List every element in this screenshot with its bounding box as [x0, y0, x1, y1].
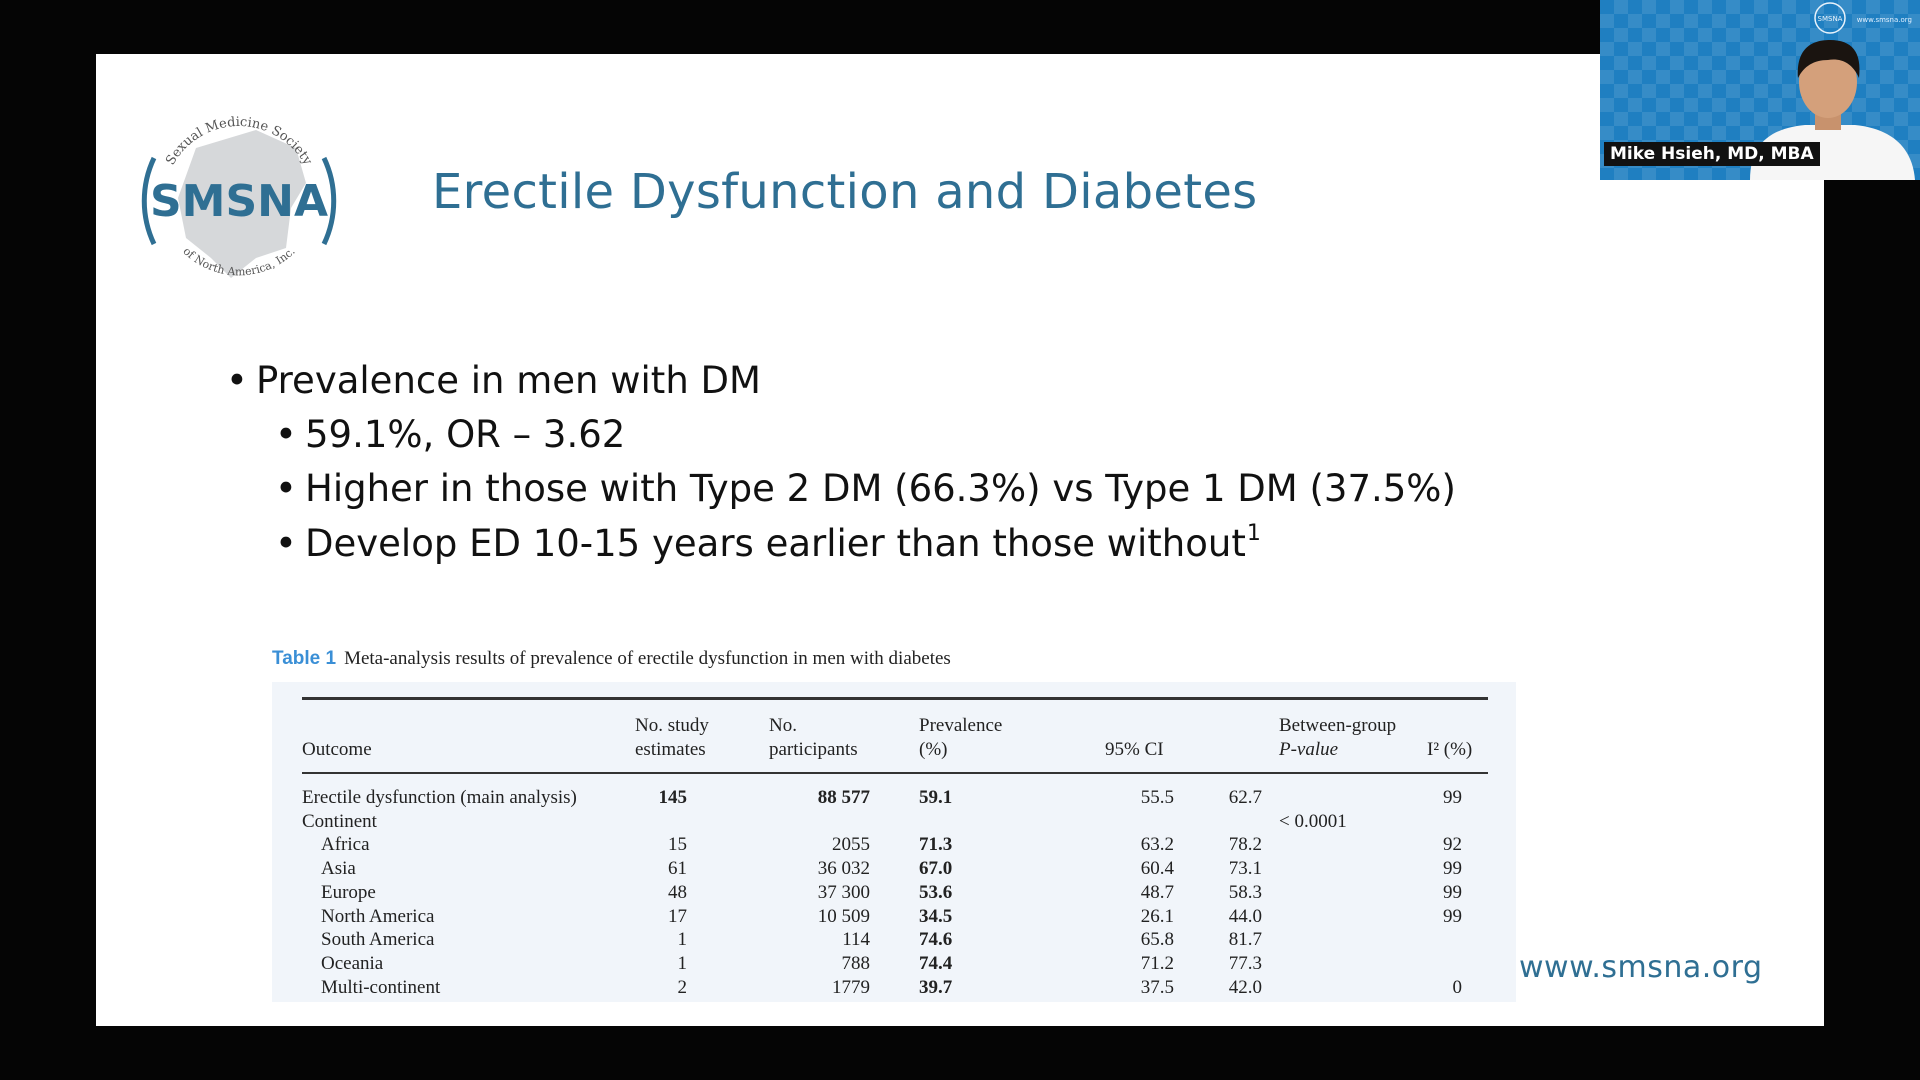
- table-cell-estimates: 61: [668, 858, 687, 880]
- header-outcome: Outcome: [302, 739, 372, 760]
- header-i2: I² (%): [1427, 739, 1473, 760]
- header-pvalue-2: P-value: [1279, 739, 1339, 760]
- bullet-text: 59.1%, OR – 3.62: [305, 413, 626, 456]
- header-prevalence-1: Prevalence: [919, 715, 1003, 736]
- table-cell-ci-high: 58.3: [1228, 881, 1262, 903]
- table-cell-outcome: Oceania: [321, 952, 384, 974]
- table-cell-ci-high: 42.0: [1228, 976, 1262, 998]
- table-cell-ci-low: 55.5: [1140, 787, 1174, 808]
- speaker-face: [1799, 46, 1857, 118]
- table-cell-estimates: 1: [677, 929, 688, 951]
- table-cell-ci-high: 44.0: [1228, 905, 1262, 927]
- video-background-url: www.smsna.org: [1856, 16, 1912, 24]
- table-cell-ci-low: 71.2: [1140, 952, 1174, 974]
- header-estimates-2: estimates: [635, 739, 706, 760]
- bullet-text: Higher in those with Type 2 DM (66.3%) v…: [305, 467, 1456, 510]
- table-cell-ci-high: 62.7: [1228, 787, 1262, 808]
- table-cell-ci-low: 48.7: [1140, 881, 1174, 903]
- sub-bullet-item: • Higher in those with Type 2 DM (66.3%) …: [275, 467, 1456, 510]
- bullet-list: • Prevalence in men with DM • 59.1%, OR – …: [226, 359, 1456, 575]
- reference-superscript: 1: [1246, 521, 1261, 546]
- header-ci: 95% CI: [1105, 739, 1164, 760]
- table-cell-participants: 88 577: [817, 787, 870, 808]
- speaker-video-tile[interactable]: SMSNA www.smsna.org Mike Hsieh, MD, MBA: [1600, 0, 1920, 180]
- header-participants-2: participants: [769, 739, 858, 760]
- speaker-name-label: Mike Hsieh, MD, MBA: [1604, 142, 1820, 166]
- sub-bullet-item: • 59.1%, OR – 3.62: [275, 413, 626, 456]
- bullet-text: Develop ED 10-15 years earlier than thos…: [305, 522, 1246, 565]
- table-cell-ci-low: 26.1: [1140, 905, 1174, 927]
- table-cell-estimates: 48: [668, 881, 687, 903]
- table-cell-estimates: 2: [677, 976, 688, 998]
- header-participants-1: No.: [769, 715, 797, 736]
- table-cell-prevalence: 59.1: [919, 787, 953, 808]
- table-cell-prevalence: 39.7: [919, 976, 953, 998]
- slide-title: Erectile Dysfunction and Diabetes: [432, 164, 1258, 220]
- table-cell-prevalence: 67.0: [919, 858, 953, 880]
- table-cell-outcome: Africa: [321, 834, 370, 856]
- table-cell-estimates: 1: [677, 952, 688, 974]
- table-cell-estimates: 15: [668, 834, 687, 856]
- table-cell-participants: 2055: [832, 834, 870, 856]
- table-cell-i2: 99: [1443, 787, 1462, 808]
- table-cell-ci-high: 73.1: [1228, 858, 1262, 880]
- table-cell-outcome: South America: [321, 929, 435, 951]
- table-cell-outcome: Multi-continent: [321, 976, 441, 998]
- table-cell-participants: 1779: [832, 976, 870, 998]
- table-cell-i2: 92: [1443, 834, 1462, 856]
- table-cell-prevalence: 53.6: [919, 881, 953, 903]
- table-caption-text: Meta-analysis results of prevalence of e…: [344, 648, 951, 669]
- table-cell-estimates: 145: [658, 787, 688, 808]
- table-cell-ci-high: 78.2: [1228, 834, 1262, 856]
- table-cell-prevalence: 34.5: [919, 905, 953, 927]
- presentation-slide: Sexual Medicine Society SMSNA of North A…: [96, 54, 1824, 1026]
- speaker-shirt: [1750, 125, 1915, 180]
- table-cell-pvalue: < 0.0001: [1279, 810, 1347, 832]
- table-cell-i2: 99: [1443, 858, 1462, 880]
- table-cell-participants: 10 509: [817, 905, 870, 927]
- sub-bullet-item: • Develop ED 10-15 years earlier than tho…: [275, 521, 1261, 565]
- smsna-badge-icon: [1814, 2, 1846, 34]
- bullet-item: • Prevalence in men with DM: [226, 359, 761, 402]
- table-cell-ci-low: 63.2: [1140, 834, 1174, 856]
- table-cell-prevalence: 74.6: [919, 929, 953, 951]
- table-cell-ci-low: 60.4: [1140, 858, 1174, 880]
- speaker-video-feed: SMSNA: [1750, 2, 1915, 180]
- table-cell-participants: 37 300: [817, 881, 870, 903]
- table-cell-ci-high: 81.7: [1228, 929, 1262, 951]
- table-cell-outcome: Continent: [302, 810, 377, 832]
- table-cell-outcome: North America: [321, 905, 435, 927]
- table-cell-participants: 788: [841, 952, 871, 974]
- table-header-rule: [302, 772, 1488, 774]
- table-cell-participants: 114: [842, 929, 870, 951]
- table-cell-i2: 99: [1443, 881, 1462, 903]
- table-cell-participants: 36 032: [817, 858, 870, 880]
- north-america-map: [178, 130, 306, 278]
- table-cell-i2: 0: [1452, 976, 1463, 998]
- table-cell-outcome: Europe: [321, 881, 376, 903]
- smsna-logo: Sexual Medicine Society SMSNA of North A…: [141, 115, 337, 278]
- table-label: Table 1: [272, 648, 337, 669]
- header-estimates-1: No. study: [635, 715, 709, 736]
- table-cell-i2: 99: [1443, 905, 1462, 927]
- meta-analysis-table: Outcome No. study estimates No. particip…: [272, 682, 1516, 1002]
- table-caption: Table 1 Meta-analysis results of prevalen…: [272, 648, 951, 670]
- video-badge-text: SMSNA: [1818, 15, 1843, 23]
- table-cell-outcome: Erectile dysfunction (main analysis): [302, 787, 577, 808]
- table-cell-ci-low: 37.5: [1140, 976, 1174, 998]
- header-pvalue-1: Between-group: [1279, 715, 1397, 736]
- speaker-hair: [1797, 40, 1860, 78]
- table-cell-estimates: 17: [668, 905, 687, 927]
- header-prevalence-2: (%): [919, 739, 948, 760]
- table-cell-prevalence: 74.4: [919, 952, 953, 974]
- table-cell-ci-high: 77.3: [1228, 952, 1262, 974]
- table-cell-prevalence: 71.3: [919, 834, 953, 856]
- table-top-rule: [302, 697, 1488, 700]
- table-cell-ci-low: 65.8: [1140, 929, 1174, 951]
- website-url: www.smsna.org: [1519, 950, 1763, 985]
- table-cell-outcome: Asia: [321, 858, 356, 880]
- bullet-text: Prevalence in men with DM: [256, 359, 761, 402]
- logo-acronym: SMSNA: [150, 176, 328, 227]
